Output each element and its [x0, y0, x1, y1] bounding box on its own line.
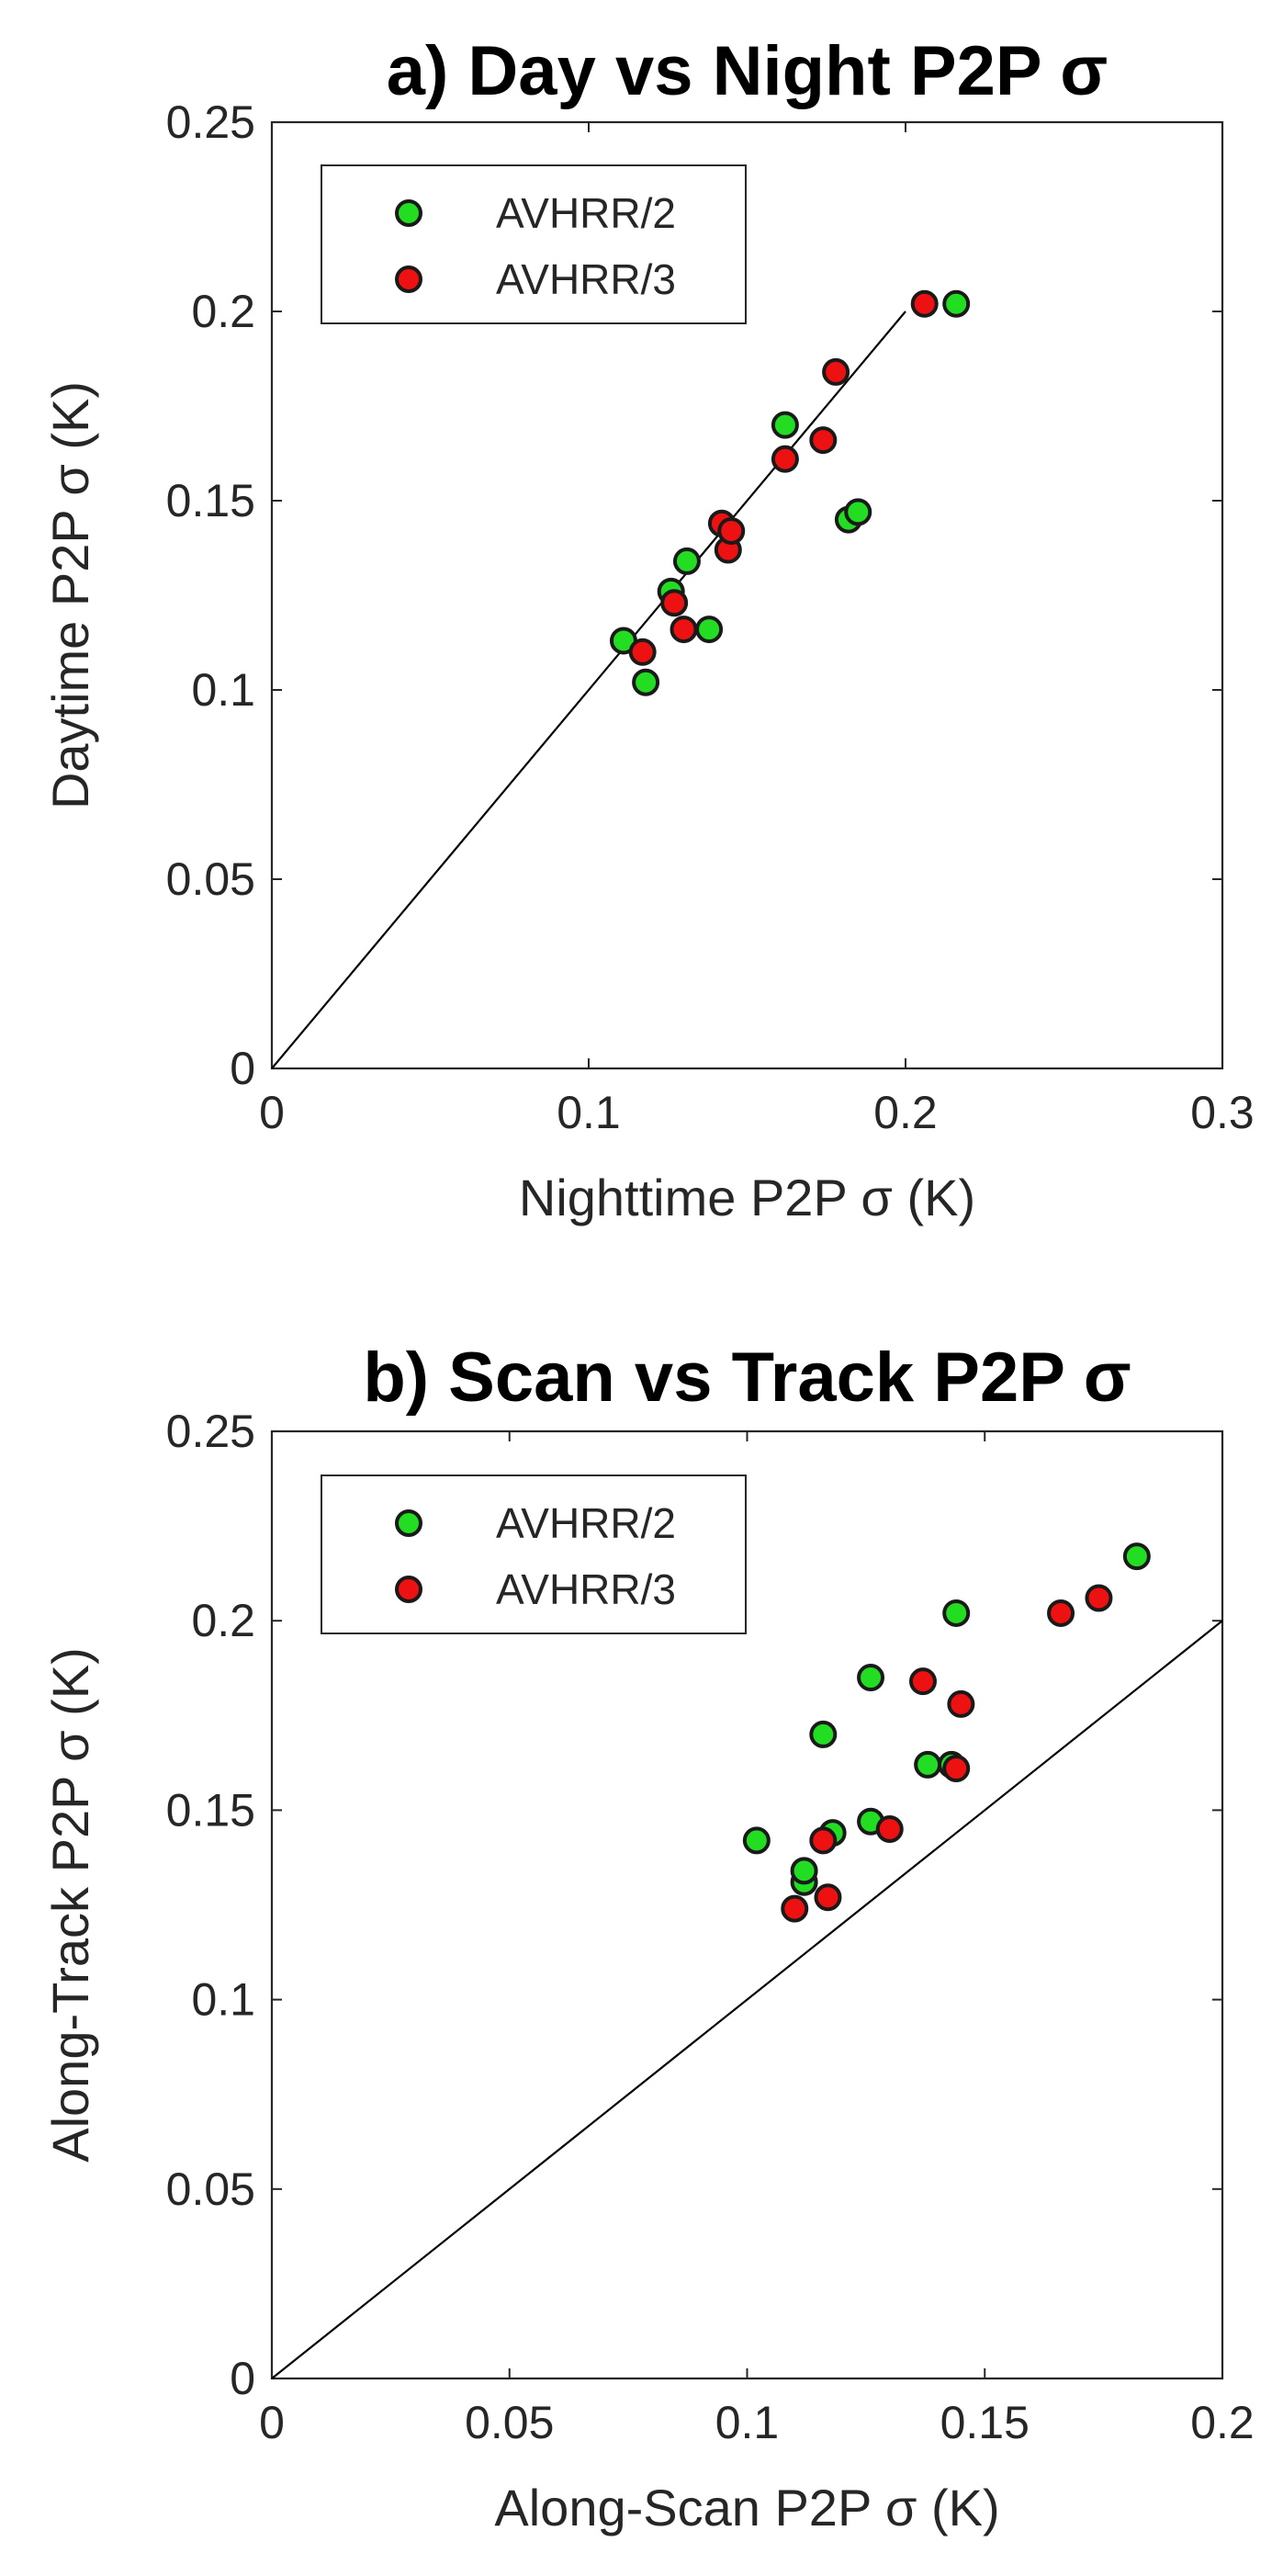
panel-a-xtick-label: 0.2 — [873, 1087, 938, 1138]
panel-b-point — [1047, 1599, 1075, 1627]
panel-b-one-to-one-line — [271, 1620, 1223, 2379]
panel-b-legend-box — [321, 1474, 747, 1634]
panel-a-point — [695, 616, 724, 644]
panel-a-point — [822, 357, 850, 386]
panel-a-legend-label: AVHRR/2 — [496, 189, 676, 237]
panel-b: b) Scan vs Track P2P σ 0 0.05 0.1 0.15 0.2 0 0.… — [41, 1339, 1255, 2536]
panel-a-xtick-label: 0 — [259, 1087, 285, 1138]
panel-a-point — [670, 616, 698, 644]
panel-b-ylabel: Along-Track P2P σ (K) — [41, 1647, 99, 2163]
panel-a-point — [809, 426, 838, 455]
panel-a-point — [771, 411, 799, 439]
panel-a-point — [717, 516, 746, 545]
panel-a-ytick-label: 0.15 — [166, 475, 255, 526]
panel-a-ylabel: Daytime P2P σ (K) — [41, 381, 99, 809]
panel-a-title: a) Day vs Night P2P σ — [387, 32, 1109, 110]
panel-a-legend-marker — [395, 266, 422, 293]
panel-b-ytick-label: 0.05 — [166, 2164, 255, 2215]
panel-b-point — [1122, 1542, 1151, 1571]
panel-b-series-avhrr2 — [742, 1542, 1151, 1896]
panel-a-ytick-label: 0.1 — [191, 664, 255, 716]
panel-b-title: b) Scan vs Track P2P σ — [363, 1339, 1131, 1417]
panel-a-point — [632, 668, 660, 696]
panel-b-ytick-label: 0.2 — [191, 1595, 255, 1646]
panel-b-legend-label: AVHRR/3 — [496, 1565, 676, 1613]
panel-b-ytick-label: 0 — [230, 2353, 255, 2404]
panel-a-xtick-label: 0.1 — [557, 1087, 621, 1138]
panel-b-point — [814, 1883, 842, 1912]
panel-b-point — [790, 1857, 818, 1885]
panel-a-point — [660, 589, 689, 617]
panel-a-xlabel: Nighttime P2P σ (K) — [519, 1169, 975, 1226]
panel-b-ytick-label: 0.1 — [191, 1974, 255, 2026]
panel-b-point — [809, 1720, 838, 1748]
panel-a-ytick-label: 0 — [230, 1043, 255, 1094]
panel-b-point — [809, 1826, 838, 1855]
panel-b-xtick-label: 0.15 — [940, 2397, 1030, 2448]
panel-a-series-avhrr3 — [628, 289, 939, 666]
panel-b-legend-marker — [395, 1509, 422, 1537]
panel-a-point — [942, 289, 971, 318]
panel-b-xtick-label: 0.2 — [1190, 2397, 1255, 2448]
panel-b-point — [947, 1689, 975, 1718]
panel-b-legend-label: AVHRR/2 — [496, 1499, 676, 1547]
panel-a-point — [628, 638, 657, 666]
panel-b-ytick-label: 0.25 — [166, 1406, 255, 1457]
panel-b-point — [1085, 1584, 1113, 1612]
panel-b-point — [942, 1599, 971, 1627]
panel-a-one-to-one-line — [271, 311, 906, 1069]
panel-a-legend-box — [321, 164, 747, 324]
panel-a-legend-marker — [395, 199, 422, 227]
panel-b-legend-marker — [395, 1576, 422, 1603]
panel-a-axes-box — [270, 120, 1224, 1070]
panel-a: a) Day vs Night P2P σ 0 0.1 0.2 0.3 0 0.05 0.1 0… — [41, 32, 1255, 1226]
panel-a-point — [672, 547, 701, 575]
panel-b-point — [942, 1755, 971, 1783]
panel-b-point — [857, 1664, 885, 1692]
panel-a-ytick-label: 0.05 — [166, 853, 255, 905]
panel-a-ytick-label: 0.25 — [166, 96, 255, 148]
panel-a-point — [771, 445, 799, 473]
panel-a-point — [910, 289, 939, 318]
panel-a-xtick-label: 0.3 — [1190, 1087, 1255, 1138]
panel-b-xtick-label: 0.1 — [715, 2397, 780, 2448]
panel-b-xtick-label: 0 — [259, 2397, 285, 2448]
panel-b-point — [875, 1815, 904, 1844]
panel-a-legend: AVHRR/2 AVHRR/3 — [321, 164, 747, 324]
panel-b-point — [781, 1894, 809, 1923]
panel-b-xtick-label: 0.05 — [465, 2397, 554, 2448]
panel-b-ytick-label: 0.15 — [166, 1784, 255, 1836]
panel-b-legend: AVHRR/2 AVHRR/3 — [321, 1474, 747, 1634]
panel-b-point — [742, 1826, 771, 1855]
panel-b-point — [914, 1750, 942, 1779]
panel-a-legend-label: AVHRR/3 — [496, 255, 676, 303]
panel-b-series-avhrr3 — [781, 1584, 1113, 1923]
panel-b-xlabel: Along-Scan P2P σ (K) — [494, 2479, 999, 2536]
panel-a-ytick-label: 0.2 — [191, 286, 255, 337]
panel-a-series-avhrr2 — [609, 289, 971, 696]
panel-b-point — [908, 1667, 937, 1696]
panel-a-point — [844, 498, 872, 526]
